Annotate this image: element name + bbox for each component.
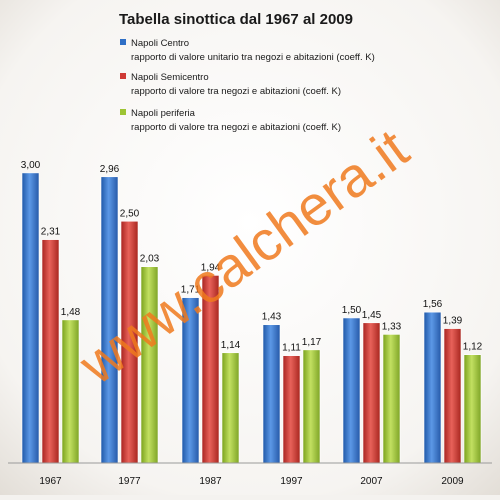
bar-napoli-centro-1997 [262, 324, 281, 464]
data-label: 2,50 [120, 208, 140, 219]
data-label: 3,00 [21, 160, 41, 171]
data-label: 1,50 [342, 305, 362, 316]
legend: Napoli Centro rapporto di valore unitario… [120, 38, 375, 133]
data-label: 1,71 [181, 285, 201, 296]
legend-series-description: rapporto di valore tra negozi e abitazio… [131, 86, 341, 97]
legend-swatch [120, 39, 126, 45]
bar-napoli-periferia-2007 [382, 334, 401, 464]
bar-napoli-semicentro-1967 [41, 239, 60, 464]
bar-napoli-centro-2009 [423, 311, 442, 464]
legend-series-name: Napoli periferia [131, 108, 196, 119]
bar-napoli-periferia-1997 [302, 349, 321, 464]
legend-swatch [120, 73, 126, 79]
data-label: 1,39 [443, 316, 463, 327]
x-axis: 1967 1977 1987 1997 2007 2009 [8, 462, 492, 487]
bar-napoli-periferia-1987 [221, 352, 240, 464]
data-label: 1,94 [201, 262, 221, 273]
data-label: 1,11 [282, 343, 301, 354]
data-label: 1,56 [423, 299, 443, 310]
data-label: 2,31 [41, 227, 61, 238]
legend-series-name: Napoli Centro [131, 38, 189, 49]
legend-series-description: rapporto di valore tra negozi e abitazio… [131, 122, 341, 133]
x-tick-label: 1987 [199, 476, 222, 487]
x-tick-label: 2009 [441, 476, 464, 487]
data-label: 1,33 [382, 321, 402, 332]
legend-series-description: rapporto di valore unitario tra negozi e… [131, 52, 375, 63]
legend-swatch [120, 109, 126, 115]
x-tick-label: 1997 [280, 476, 303, 487]
x-tick-label: 1977 [118, 476, 141, 487]
data-labels: 3,00 2,96 1,71 1,43 1,50 1,56 2,31 2,50 1,94 1,11… [21, 160, 483, 354]
bar-napoli-semicentro-2009 [443, 328, 462, 464]
chart-title: Tabella sinottica dal 1967 al 2009 [119, 11, 353, 28]
bar-napoli-periferia-2009 [463, 354, 482, 464]
data-label: 2,03 [140, 254, 160, 265]
bars [21, 172, 482, 464]
data-label: 1,43 [262, 312, 282, 323]
data-label: 1,14 [221, 340, 241, 351]
x-tick-label: 1967 [39, 476, 62, 487]
bar-napoli-centro-1967 [21, 172, 40, 464]
data-label: 1,12 [463, 342, 483, 353]
x-tick-label: 2007 [360, 476, 383, 487]
bar-napoli-semicentro-1997 [282, 355, 301, 464]
data-label: 1,48 [61, 307, 81, 318]
data-label: 2,96 [100, 164, 120, 175]
legend-series-name: Napoli Semicentro [131, 72, 209, 83]
bar-napoli-centro-2007 [342, 317, 361, 464]
bar-napoli-semicentro-2007 [362, 322, 381, 464]
data-label: 1,45 [362, 310, 382, 321]
data-label: 1,17 [302, 337, 322, 348]
